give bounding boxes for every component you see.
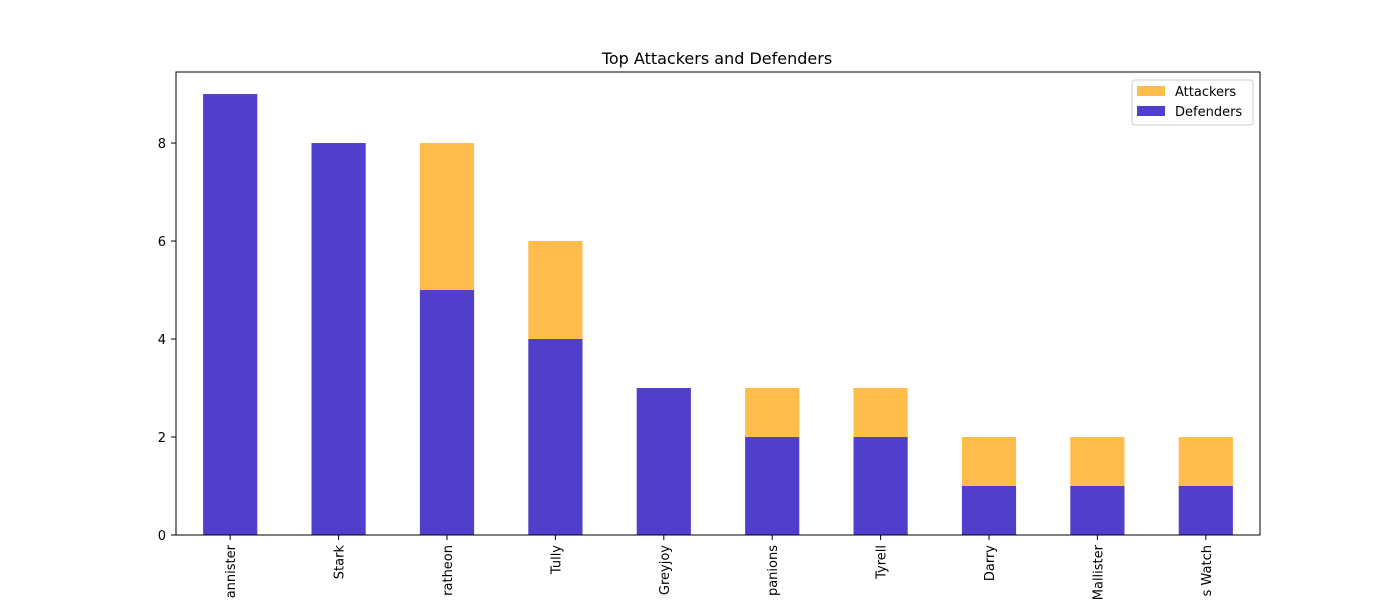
bar-attackers-8[interactable] [961,437,1017,486]
y-tick-label: 2 [158,431,166,446]
bar-defenders-8[interactable] [961,486,1017,535]
bar-defenders-1[interactable] [203,94,258,536]
legend-label-attackers: Attackers [1175,85,1236,100]
bar-defenders-10[interactable] [1178,486,1233,535]
legend-label-defenders: Defenders [1175,105,1242,120]
bar-defenders-3[interactable] [419,290,475,535]
legend: Attackers Defenders [1131,79,1254,126]
x-tick-label: Mallister [1091,544,1106,600]
x-tick-label: Tyrell [875,545,890,580]
y-tick-label: 0 [158,529,166,544]
bar-attackers-7[interactable] [853,388,908,438]
legend-swatch-defenders [1137,106,1165,116]
x-tick-label: ratheon [441,545,456,596]
x-tick-label: s Watch [1200,545,1215,596]
chart-title: Top Attackers and Defenders [601,49,832,68]
bar-attackers-10[interactable] [1178,437,1233,486]
bars-group [203,94,1233,536]
x-tick-label: Tully [549,545,564,575]
legend-swatch-attackers [1137,86,1165,96]
x-tick-label: Darry [983,545,998,581]
y-tick-label: 6 [158,235,166,250]
x-tick-label: Stark [333,545,348,580]
x-tick-labels: annister Stark ratheon Tully Greyjoy panions T… [224,544,1215,600]
bar-attackers-9[interactable] [1070,437,1125,486]
bar-defenders-6[interactable] [745,437,800,535]
bar-defenders-4[interactable] [528,339,583,535]
x-tick-label: panions [766,545,781,596]
x-tick-label: Greyjoy [658,545,673,595]
x-tick-label: annister [224,544,239,598]
plot-frame [175,71,1261,536]
bar-defenders-7[interactable] [853,437,908,535]
bar-attackers-6[interactable] [745,388,800,438]
bar-defenders-9[interactable] [1070,486,1125,535]
bar-attackers-4[interactable] [528,241,583,340]
plot-area: 0 2 4 6 8 annister Stark ratheon Tully Greyjoy pan… [158,71,1261,600]
y-tick-label: 4 [158,333,166,348]
bar-defenders-5[interactable] [636,388,691,535]
y-tick-label: 8 [158,137,166,152]
bar-attackers-3[interactable] [419,143,475,291]
bar-defenders-2[interactable] [311,143,366,536]
